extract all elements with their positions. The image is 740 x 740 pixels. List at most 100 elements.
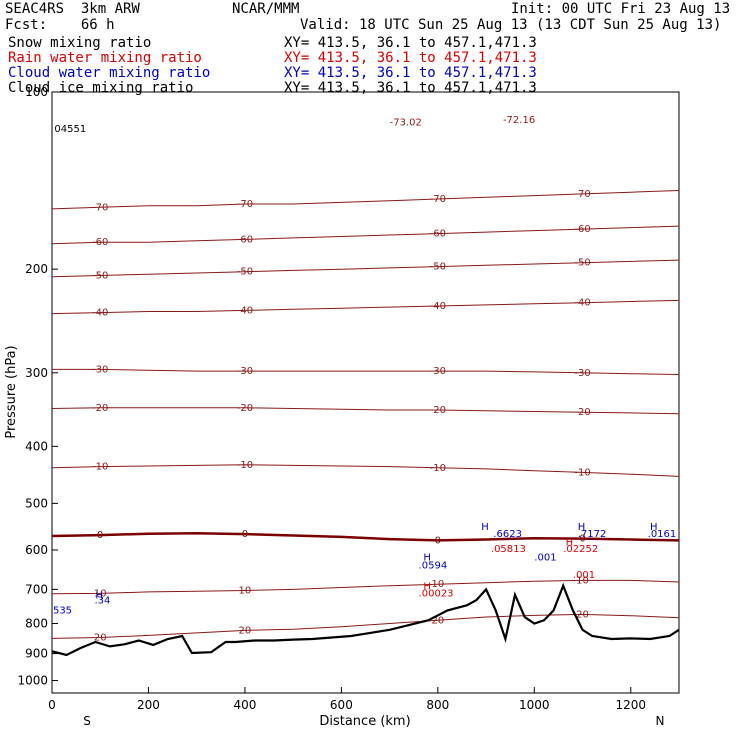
x-axis-title: Distance (km) [319, 714, 410, 729]
contour-label: -30 [430, 366, 446, 377]
temperature-contours: -70 -70 -70 -70 -60 -60 -60 -60 -50 -50 -50 -50 -40 -… [51, 189, 680, 643]
field-annotation: -72.16 [503, 115, 535, 126]
contour-label: -60 [237, 234, 253, 245]
forecast-hour: Fcst: 66 h [5, 17, 115, 33]
x-tick-label: 1200 [615, 698, 646, 712]
x-axis: 0 200 400 600 800 1000 1200 [48, 687, 646, 712]
field-annotation: 04551 [54, 124, 86, 135]
contour-label: -40 [237, 305, 253, 316]
field-annotation: H [481, 522, 489, 533]
legend-rain-label: Rain water mixing ratio [8, 50, 202, 66]
x-tick-label: 1000 [519, 698, 550, 712]
contour-line-minus50 [51, 259, 680, 278]
legend-snow-label: Snow mixing ratio [8, 35, 152, 51]
y-tick-label: 200 [25, 262, 48, 276]
legend-rain-xy: XY= 413.5, 36.1 to 457.1,471.3 [284, 50, 537, 66]
contour-line-minus30 [52, 368, 680, 375]
field-annotation: .02252 [563, 544, 598, 555]
x-tick-label: 200 [137, 698, 160, 712]
field-annotation: .0161 [648, 529, 677, 540]
contour-label: -10 [430, 463, 446, 474]
field-annotation: H [578, 522, 586, 533]
y-tick-label: 500 [25, 496, 48, 510]
field-annotation: H [95, 590, 103, 601]
contour-label: -50 [430, 262, 446, 273]
contour-label: 0 [242, 529, 248, 540]
contour-label: -30 [574, 368, 590, 379]
contour-label: -50 [92, 270, 108, 281]
contour-line-minus10 [51, 464, 680, 477]
contour-label: -40 [574, 298, 590, 309]
contour-line-minus20 [51, 407, 680, 415]
y-tick-label: 600 [25, 543, 48, 557]
terrain-layer [51, 582, 680, 657]
field-annotation: .001 [534, 552, 556, 563]
init-time: Init: 00 UTC Fri 23 Aug 13 [511, 1, 731, 17]
contour-line-minus40 [51, 299, 680, 315]
annotations-layer: -73.02 -72.1604551H.6623.05813.001H.0594H… [53, 115, 676, 616]
field-annotation: .0594 [419, 560, 448, 571]
contour-label: -30 [237, 366, 253, 377]
contour-label: 10 [431, 579, 444, 590]
y-tick-label: 300 [25, 366, 48, 380]
institution-label: NCAR/MMM [232, 1, 300, 17]
contour-label: 20 [576, 609, 589, 620]
contour-label: 20 [94, 632, 107, 643]
valid-time: Valid: 18 UTC Sun 25 Aug 13 (13 CDT Sun … [300, 17, 722, 33]
contour-label: 20 [431, 615, 444, 626]
contour-label: -60 [92, 237, 108, 248]
contour-label: -70 [92, 202, 108, 213]
contour-label: -70 [430, 194, 446, 205]
y-axis-title: Pressure (hPa) [4, 345, 19, 438]
x-tick-label: 600 [330, 698, 353, 712]
contour-line-minus60 [51, 225, 680, 245]
model-title: SEAC4RS 3km ARW [5, 1, 140, 17]
field-annotation: .6623 [493, 529, 522, 540]
x-tick-label: 800 [426, 698, 449, 712]
contour-label: -10 [237, 460, 253, 471]
contour-label: 0 [579, 534, 585, 545]
y-tick-label: 400 [25, 439, 48, 453]
field-annotation: .05813 [491, 544, 526, 555]
field-annotation: 535 [53, 606, 72, 617]
field-annotation: .001 [573, 570, 595, 581]
contour-label: 20 [239, 625, 252, 636]
contour-label: 10 [239, 585, 252, 596]
contour-label: -40 [92, 308, 108, 319]
contour-label: 0 [435, 535, 441, 546]
contour-label: 0 [97, 530, 103, 541]
field-annotation: .7172 [578, 529, 607, 540]
terrain-line [51, 582, 680, 657]
contour-label: -10 [574, 467, 590, 478]
x-tick-label: 0 [48, 698, 56, 712]
contour-label: -70 [574, 189, 590, 200]
contour-label: 10 [576, 575, 589, 586]
contour-label: -60 [574, 224, 590, 235]
legend-cloud-water-label: Cloud water mixing ratio [8, 65, 211, 81]
y-tick-label: 700 [25, 582, 48, 596]
y-tick-label: 100 [25, 85, 48, 99]
contour-label: -70 [237, 199, 253, 210]
contour-line-minus70 [51, 190, 680, 210]
y-axis: 100 200 300 400 500 600 700 800 900 1000 [17, 85, 58, 688]
field-annotation: -73.02 [390, 117, 422, 128]
contour-label: -60 [430, 229, 446, 240]
contour-label: -20 [92, 403, 108, 414]
contour-line-0 [51, 531, 680, 542]
field-annotation: H [423, 581, 431, 592]
contour-label: -20 [237, 403, 253, 414]
contour-line-10 [51, 579, 680, 595]
contour-label: -50 [574, 258, 590, 269]
field-annotation: .00023 [419, 589, 454, 600]
contour-label: -20 [430, 405, 446, 416]
y-tick-label: 800 [25, 616, 48, 630]
field-annotation: H [423, 552, 431, 563]
contour-label: -10 [92, 462, 108, 473]
contour-label: 10 [94, 588, 107, 599]
field-annotation: H [650, 522, 658, 533]
contour-label: -30 [92, 364, 108, 375]
y-tick-label: 1000 [17, 674, 48, 688]
north-label: N [656, 714, 665, 728]
south-label: S [83, 714, 91, 728]
